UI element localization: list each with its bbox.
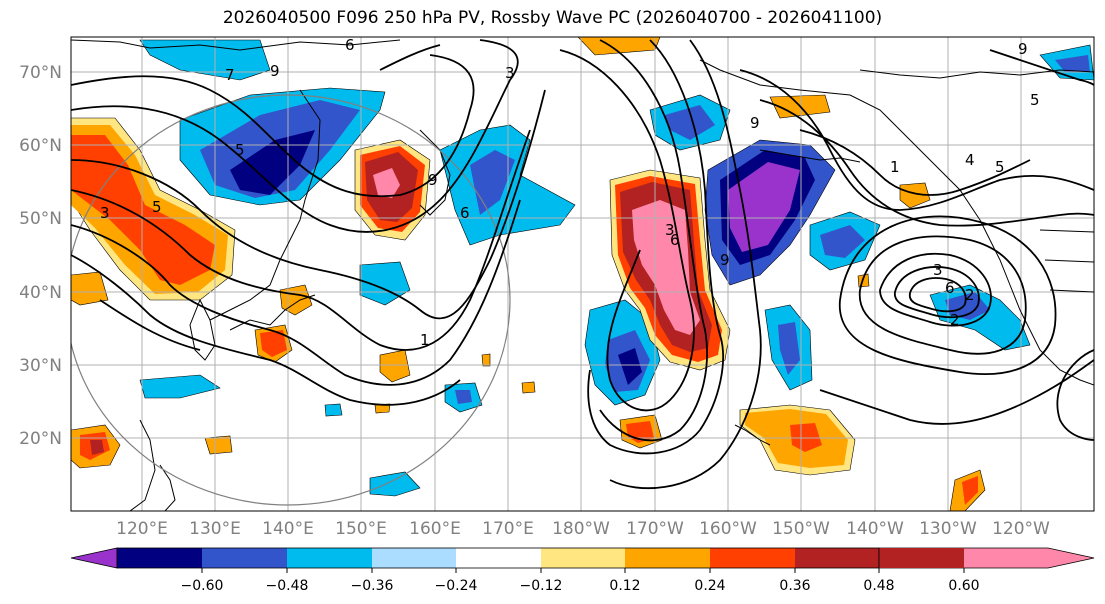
contour-label: 2 — [965, 286, 975, 304]
negative-anomaly-north-pacific — [139, 39, 1094, 497]
colorbar-label: 0.24 — [694, 578, 725, 594]
contour-label: 3 — [505, 64, 515, 82]
contour-label: 6 — [460, 204, 470, 222]
contour-label: 6 — [345, 36, 355, 54]
contour-label: 5 — [1030, 91, 1040, 109]
colorbar-bin — [372, 548, 456, 568]
reference-circle — [71, 94, 511, 506]
contour-label: 3 — [665, 221, 675, 239]
colorbar-bin — [541, 548, 625, 568]
map-frame — [70, 36, 1095, 512]
lat-label: 70°N — [19, 63, 62, 83]
colorbar-label: −0.24 — [435, 578, 478, 594]
positive-anomaly-fields — [71, 37, 986, 511]
contour-label: 9 — [750, 114, 760, 132]
contour-labels: 9 6 3 5 5 3 9 6 1 9 6 3 9 3 1 4 5 2 2 5 … — [100, 36, 1040, 349]
colorbar-bin — [625, 548, 710, 568]
contour-label: 3 — [100, 204, 110, 222]
contour-label: 1 — [420, 331, 430, 349]
contour-label: 5 — [995, 158, 1005, 176]
latitude-labels: 70°N 60°N 50°N 40°N 30°N 20°N — [19, 63, 62, 449]
lon-label: 170°W — [626, 519, 684, 539]
colorbar-bin — [710, 548, 795, 568]
contour-label: 2 — [950, 311, 960, 329]
colorbar-extend-left — [70, 547, 118, 569]
lat-label: 20°N — [19, 429, 62, 449]
lon-label: 170°E — [482, 519, 534, 539]
contour-label: 9 — [1018, 40, 1028, 58]
colorbar-label: −0.36 — [351, 578, 394, 594]
lon-label: 130°E — [189, 519, 241, 539]
contour-label: 3 — [933, 261, 943, 279]
lon-label: 160°W — [699, 519, 757, 539]
colorbar-label: 0.36 — [779, 578, 810, 594]
contour-label: 4 — [965, 151, 975, 169]
contour-label: 9 — [720, 251, 730, 269]
lon-label: 130°W — [919, 519, 977, 539]
colorbar-label: 0.48 — [863, 578, 894, 594]
lat-label: 30°N — [19, 356, 62, 376]
lon-label: 120°E — [116, 519, 168, 539]
lat-label: 40°N — [19, 283, 62, 303]
contour-label: 9 — [428, 171, 438, 189]
contour-label: 5 — [152, 198, 162, 216]
colorbar-label: −0.48 — [266, 578, 309, 594]
colorbar-ticks — [201, 568, 965, 573]
colorbar-bin — [287, 548, 372, 568]
pv-anomaly-fields — [71, 37, 1094, 511]
map-title: 2026040500 F096 250 hPa PV, Rossby Wave … — [222, 8, 883, 28]
contour-label: 7 — [225, 66, 235, 84]
colorbar-bin — [456, 548, 541, 568]
pv-contours — [71, 39, 1094, 490]
colorbar-label: 0.60 — [948, 578, 979, 594]
colorbar-label: −0.12 — [520, 578, 563, 594]
colorbar-labels: −0.60 −0.48 −0.36 −0.24 −0.12 0.12 0.24 … — [181, 578, 980, 594]
lon-label: 150°W — [772, 519, 830, 539]
contour-label: 1 — [890, 158, 900, 176]
colorbar-label: −0.60 — [181, 578, 224, 594]
lat-label: 60°N — [19, 136, 62, 156]
colorbar-bin — [795, 548, 879, 568]
map-area: 9 6 3 5 5 3 9 6 1 9 6 3 9 3 1 4 5 2 2 5 … — [71, 36, 1094, 511]
contour-label: 9 — [270, 62, 280, 80]
lon-label: 160°E — [409, 519, 461, 539]
coastlines — [71, 39, 1094, 511]
lon-label: 140°E — [262, 519, 314, 539]
lat-label: 50°N — [19, 209, 62, 229]
colorbar-bin — [879, 548, 964, 568]
colorbar-bin — [202, 548, 287, 568]
colorbar: −0.60 −0.48 −0.36 −0.24 −0.12 0.12 0.24 … — [70, 547, 1095, 594]
lon-label: 180°W — [552, 519, 610, 539]
lon-label: 140°W — [846, 519, 904, 539]
contour-label: 6 — [945, 279, 955, 297]
lon-label: 150°E — [335, 519, 387, 539]
colorbar-bin — [117, 548, 202, 568]
longitude-labels: 120°E 130°E 140°E 150°E 160°E 170°E 180°… — [116, 519, 1050, 539]
colorbar-label: 0.12 — [609, 578, 640, 594]
contour-label: 6 — [670, 231, 680, 249]
contour-label: 5 — [235, 141, 245, 159]
lon-label: 120°W — [992, 519, 1050, 539]
